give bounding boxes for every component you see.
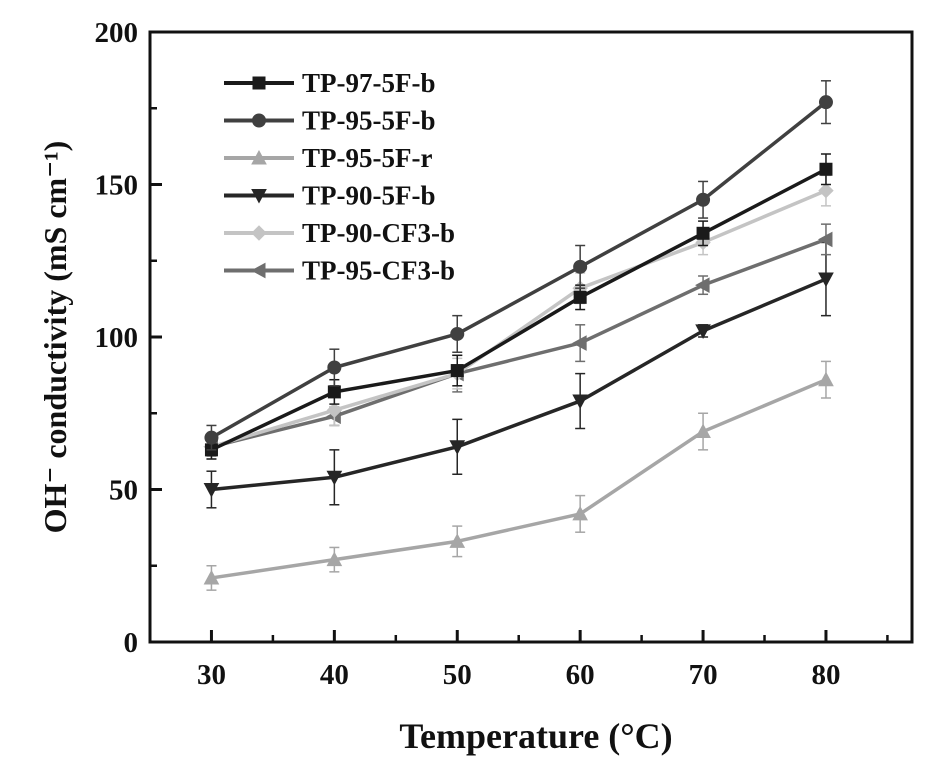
data-point	[572, 394, 588, 410]
legend: TP-97-5F-b TP-95-5F-b TP-95-5F-r TP-90-5F-b…	[224, 68, 455, 286]
series-line	[210, 100, 828, 440]
data-point	[327, 360, 342, 375]
y-tick-label: 0	[124, 627, 139, 659]
legend-marker	[251, 189, 267, 204]
series-line	[210, 167, 827, 452]
data-point	[696, 192, 711, 207]
legend-entry: TP-95-CF3-b	[224, 256, 455, 286]
data-point	[449, 533, 466, 548]
legend-marker	[252, 113, 266, 128]
x-tick-label: 60	[566, 659, 595, 691]
legend-label: TP-90-CF3-b	[302, 218, 455, 248]
data-point	[818, 182, 834, 199]
data-point	[203, 483, 220, 498]
x-axis: 30 40 50 60 70 80	[148, 630, 889, 691]
series-TP-95-5F-b	[204, 80, 833, 451]
legend-marker	[252, 76, 266, 90]
data-point	[818, 272, 834, 288]
data-point	[326, 402, 343, 418]
y-axis-title: OH⁻ conductivity (mS cm⁻¹)	[37, 141, 73, 534]
data-point	[327, 385, 341, 399]
data-point	[573, 259, 588, 274]
series-TP-90-5F-b	[203, 241, 834, 509]
legend-label: TP-95-5F-r	[302, 143, 432, 173]
data-point	[819, 162, 833, 176]
series-TP-95-5F-r	[203, 360, 834, 591]
legend-entry: TP-95-5F-b	[224, 106, 435, 136]
data-point	[450, 326, 465, 341]
data-point	[818, 95, 833, 110]
data-point	[818, 371, 834, 387]
data-point	[573, 290, 587, 304]
x-tick-label: 50	[443, 659, 472, 691]
legend-entry: TP-90-5F-b	[224, 181, 435, 211]
legend-entry: TP-90-CF3-b	[224, 218, 455, 248]
data-point	[450, 364, 464, 378]
data-point	[696, 226, 710, 240]
series-line	[211, 237, 827, 449]
legend-marker	[250, 262, 266, 279]
series-layer	[203, 80, 834, 591]
data-point	[326, 551, 343, 567]
legend-label: TP-95-CF3-b	[302, 256, 455, 286]
x-tick-label: 40	[320, 659, 349, 691]
data-point	[695, 324, 711, 339]
legend-entry: TP-97-5F-b	[224, 68, 435, 98]
x-axis-title: Temperature (°C)	[399, 716, 672, 756]
x-tick-label: 70	[689, 659, 718, 691]
series-line	[211, 378, 827, 580]
y-axis: 0 50 100 150 200	[95, 17, 162, 659]
y-tick-label: 100	[95, 322, 139, 354]
y-tick-label: 200	[95, 17, 139, 49]
legend-label: TP-97-5F-b	[302, 68, 435, 98]
data-point	[572, 505, 588, 521]
legend-label: TP-90-5F-b	[302, 181, 435, 211]
series-line	[210, 188, 827, 449]
data-point	[326, 470, 343, 486]
legend-marker	[251, 149, 267, 165]
x-tick-label: 80	[811, 659, 840, 691]
legend-entry: TP-95-5F-r	[224, 143, 432, 173]
data-point	[695, 277, 710, 293]
data-point	[203, 569, 220, 585]
legend-label: TP-95-5F-b	[302, 106, 435, 136]
series-TP-97-5F-b	[204, 153, 833, 460]
data-point	[817, 231, 833, 248]
y-tick-label: 50	[109, 475, 138, 507]
data-point	[695, 423, 711, 439]
data-point	[204, 430, 219, 445]
y-tick-label: 150	[95, 170, 139, 202]
legend-marker	[251, 225, 267, 241]
series-line	[211, 277, 827, 492]
data-point	[449, 440, 466, 455]
x-tick-label: 30	[197, 659, 226, 691]
data-point	[572, 335, 587, 351]
